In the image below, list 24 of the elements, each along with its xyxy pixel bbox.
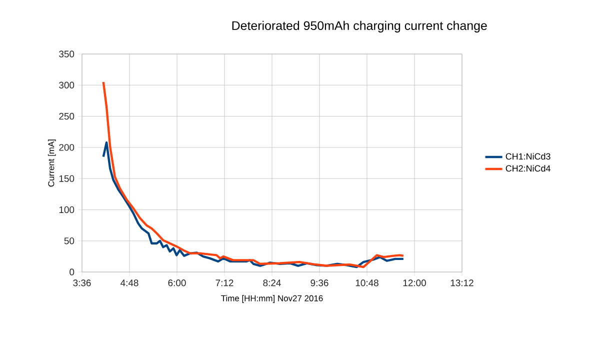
x-axis-title: Time [HH:mm] Nov27 2016	[221, 295, 323, 303]
x-tick-label: 8:24	[263, 280, 281, 286]
x-tick-label: 13:12	[450, 280, 474, 286]
line-series	[102, 141, 405, 268]
x-tick-label: 10:48	[356, 280, 378, 286]
x-tick-label: 9:36	[310, 280, 328, 286]
y-tick-label: 50	[64, 238, 74, 244]
y-tick-label: 150	[59, 175, 74, 182]
legend-label: CH2:NiCd4	[506, 164, 550, 172]
x-tick-label: 4:48	[120, 280, 138, 286]
line-series	[102, 80, 405, 268]
y-axis-title: Current [mA]	[48, 140, 56, 187]
x-tick-label: 6:00	[168, 280, 186, 286]
y-tick-label: 100	[59, 206, 74, 214]
x-tick-label: 3:36	[73, 280, 91, 286]
legend-label: CH1:NiCd3	[506, 153, 550, 160]
x-tick-label: 7:12	[216, 280, 234, 286]
y-tick-label: 250	[59, 112, 74, 120]
y-tick-label: 0	[70, 268, 74, 276]
y-tick-label: 350	[59, 50, 74, 58]
x-tick-label: 12:00	[403, 280, 426, 286]
y-tick-label: 200	[59, 144, 74, 151]
chart-title: Deteriorated 950mAh charging current change	[232, 20, 487, 32]
y-tick-label: 300	[59, 82, 74, 88]
